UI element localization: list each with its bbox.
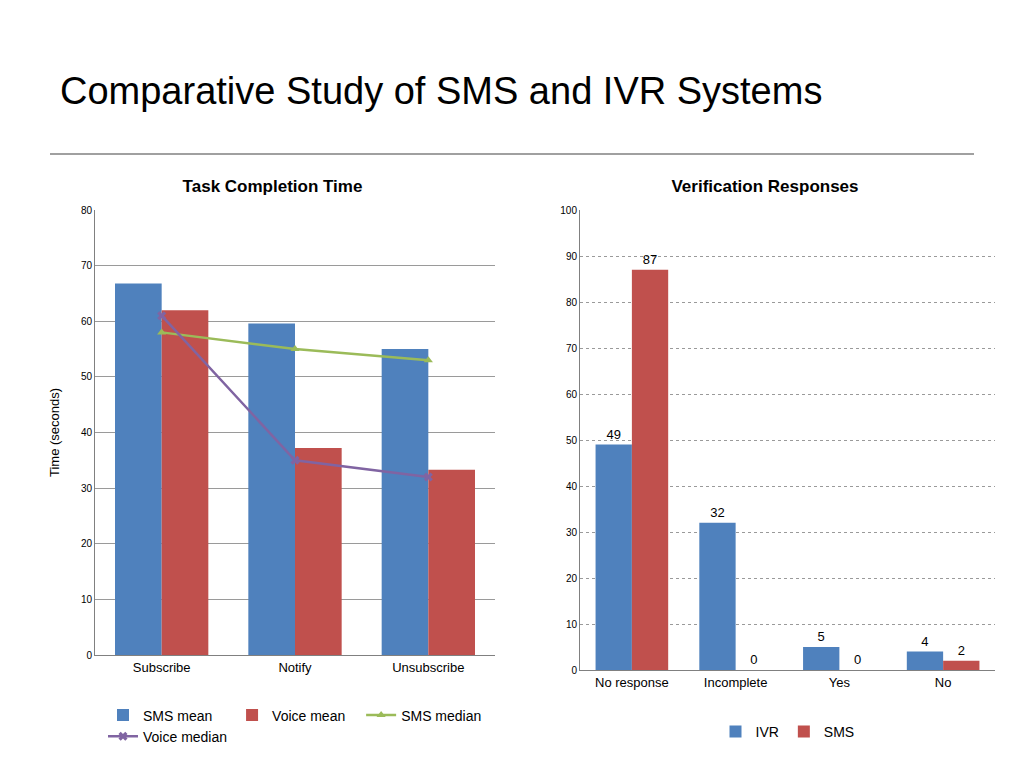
svg-text:60: 60 — [566, 389, 578, 400]
svg-text:Voice mean: Voice mean — [272, 708, 345, 724]
svg-text:Task Completion Time: Task Completion Time — [183, 177, 363, 196]
svg-text:4: 4 — [921, 634, 928, 649]
svg-text:10: 10 — [566, 619, 578, 630]
svg-text:Time (seconds): Time (seconds) — [47, 388, 62, 477]
svg-text:30: 30 — [81, 483, 93, 494]
svg-text:49: 49 — [606, 427, 620, 442]
svg-text:Incomplete: Incomplete — [704, 675, 768, 690]
svg-text:87: 87 — [643, 252, 657, 267]
svg-text:0: 0 — [750, 652, 757, 667]
svg-text:40: 40 — [81, 427, 93, 438]
svg-text:0: 0 — [571, 665, 577, 676]
svg-text:Notify: Notify — [278, 660, 312, 675]
svg-text:70: 70 — [81, 260, 93, 271]
svg-text:70: 70 — [566, 343, 578, 354]
svg-text:80: 80 — [566, 297, 578, 308]
svg-text:0: 0 — [854, 652, 861, 667]
svg-text:Voice median: Voice median — [143, 729, 227, 745]
svg-text:30: 30 — [566, 527, 578, 538]
svg-text:No response: No response — [595, 675, 669, 690]
svg-text:SMS median: SMS median — [401, 708, 481, 724]
svg-text:100: 100 — [560, 205, 577, 216]
svg-text:SMS mean: SMS mean — [143, 708, 212, 724]
svg-text:20: 20 — [81, 538, 93, 549]
svg-text:60: 60 — [81, 316, 93, 327]
svg-text:80: 80 — [81, 205, 93, 216]
svg-text:10: 10 — [81, 594, 93, 605]
svg-text:20: 20 — [566, 573, 578, 584]
svg-text:Unsubscribe: Unsubscribe — [392, 660, 464, 675]
svg-text:IVR: IVR — [756, 724, 779, 740]
svg-text:5: 5 — [818, 629, 825, 644]
svg-text:Verification Responses: Verification Responses — [671, 177, 858, 196]
svg-text:Yes: Yes — [829, 675, 851, 690]
html-text:Comparative Study of SMS and I: Comparative Study of SMS and IVR Systems — [60, 70, 823, 112]
svg-text:40: 40 — [566, 481, 578, 492]
svg-text:32: 32 — [710, 505, 724, 520]
svg-text:50: 50 — [81, 371, 93, 382]
svg-text:SMS: SMS — [824, 724, 854, 740]
svg-text:2: 2 — [958, 643, 965, 658]
svg-text:50: 50 — [566, 435, 578, 446]
svg-text:90: 90 — [566, 251, 578, 262]
svg-text:No: No — [935, 675, 952, 690]
svg-text:0: 0 — [86, 650, 92, 661]
svg-text:Subscribe: Subscribe — [133, 660, 191, 675]
